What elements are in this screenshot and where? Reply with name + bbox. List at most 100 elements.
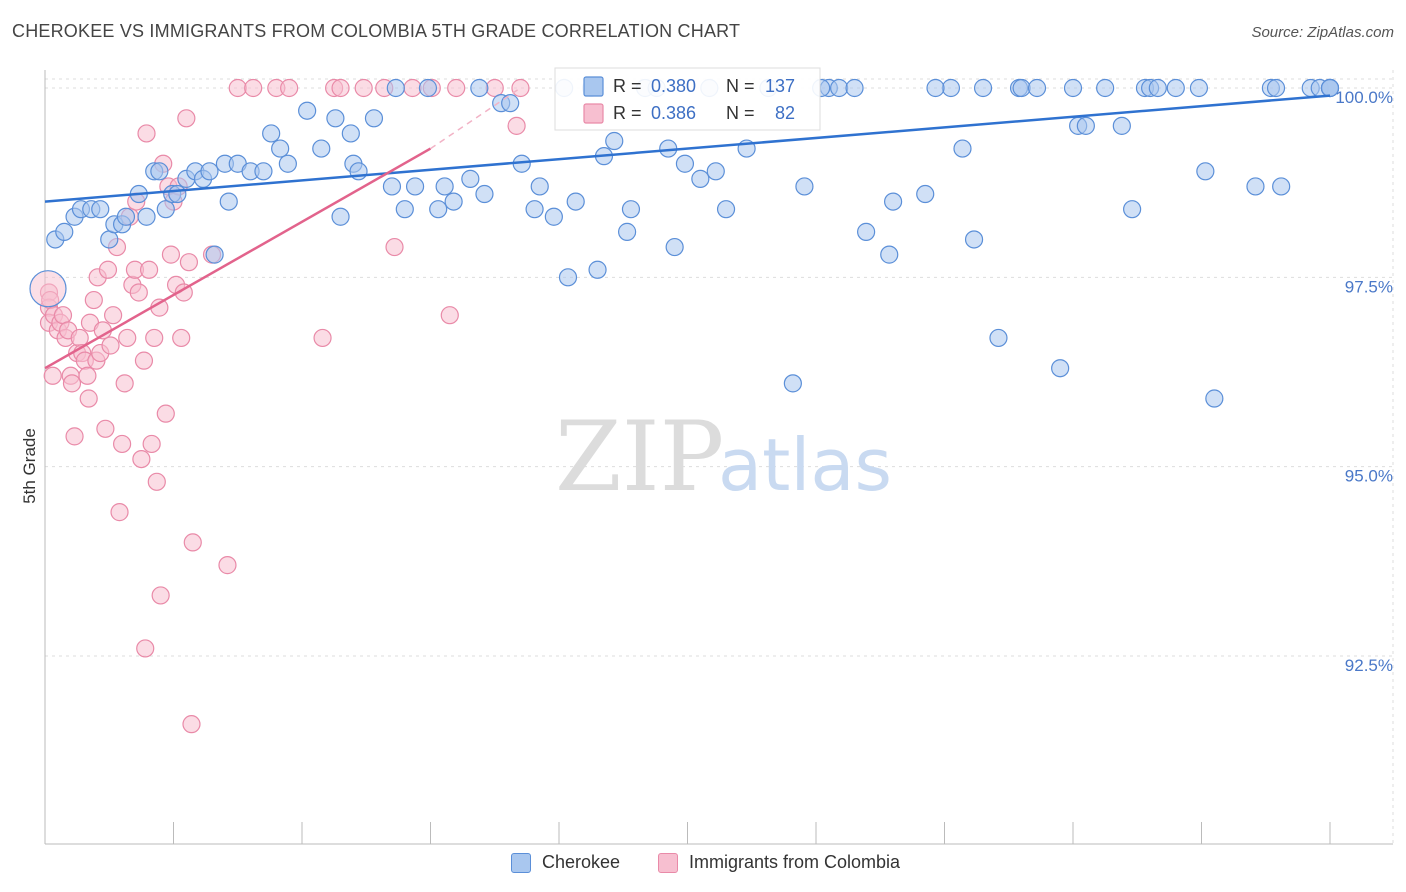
colombia-point xyxy=(174,283,193,302)
legend-label-colombia: Immigrants from Colombia xyxy=(689,852,901,872)
legend-swatch-colombia xyxy=(658,852,678,873)
cherokee-point xyxy=(168,184,187,204)
cherokee-point xyxy=(706,162,725,181)
colombia-point xyxy=(112,434,132,454)
colombia-point xyxy=(65,427,84,446)
series-colombia-points xyxy=(29,78,530,734)
cherokee-point xyxy=(254,162,273,181)
cherokee-point xyxy=(386,78,405,98)
cherokee-point xyxy=(100,230,119,249)
cherokee-point xyxy=(566,192,585,211)
colombia-point xyxy=(142,434,161,454)
legend-item-colombia: Immigrants from Colombia xyxy=(658,852,900,873)
colombia-point xyxy=(403,78,422,98)
cherokee-point xyxy=(1012,78,1031,98)
y-tick-label-0: 92.5% xyxy=(1345,656,1393,675)
chart-title: CHEROKEE VS IMMIGRANTS FROM COLOMBIA 5TH… xyxy=(12,21,741,41)
cherokee-point xyxy=(857,222,876,241)
colombia-point xyxy=(331,78,350,98)
legend-n-value: 137 xyxy=(765,76,795,96)
cherokee-point xyxy=(1027,78,1047,98)
cherokee-point xyxy=(621,200,641,219)
cherokee-point xyxy=(461,169,480,188)
cherokee-point xyxy=(262,124,281,143)
colombia-point xyxy=(62,374,82,393)
colombia-point xyxy=(136,639,155,658)
axes xyxy=(44,70,1393,845)
cherokee-point xyxy=(91,200,110,219)
cherokee-point xyxy=(156,200,175,219)
cherokee-point xyxy=(691,169,710,188)
bottom-legend: Cherokee Immigrants from Colombia xyxy=(0,852,1406,878)
colombia-trend-extension xyxy=(430,87,521,150)
colombia-point xyxy=(134,351,154,370)
cherokee-point xyxy=(1196,162,1215,181)
cherokee-point xyxy=(618,222,637,241)
cherokee-point xyxy=(326,109,345,128)
cherokee-point xyxy=(1123,200,1142,219)
watermark: ZIP atlas xyxy=(555,401,892,513)
colombia-trend-line xyxy=(44,147,432,370)
cherokee-point xyxy=(588,260,607,279)
cherokee-point xyxy=(883,192,903,211)
colombia-point xyxy=(511,78,530,98)
cherokee-point xyxy=(989,328,1008,348)
cherokee-point xyxy=(926,78,945,98)
cherokee-point xyxy=(475,184,494,204)
colombia-point xyxy=(447,78,466,98)
colombia-point xyxy=(313,328,332,348)
colombia-point xyxy=(183,533,202,552)
colombia-point xyxy=(110,503,129,522)
cherokee-point xyxy=(271,139,290,158)
cherokee-point xyxy=(429,200,448,219)
cherokee-point xyxy=(558,268,578,287)
cherokee-point xyxy=(665,237,684,257)
colombia-point xyxy=(244,78,263,98)
colombia-point xyxy=(78,366,97,385)
cherokee-point xyxy=(435,177,454,196)
colombia-point xyxy=(84,290,103,310)
cherokee-point xyxy=(1189,78,1209,98)
cherokee-point xyxy=(1166,78,1185,98)
cherokee-point xyxy=(830,78,849,98)
cherokee-point xyxy=(1148,78,1167,98)
colombia-point xyxy=(79,389,98,408)
colombia-point xyxy=(182,715,201,734)
cherokee-point xyxy=(525,200,544,219)
cherokee-point xyxy=(298,101,317,120)
colombia-point xyxy=(147,472,166,491)
colombia-point xyxy=(104,306,123,325)
cherokee-point xyxy=(395,200,414,219)
colombia-point xyxy=(139,260,159,279)
colombia-point xyxy=(96,419,115,438)
cherokee-trend-line xyxy=(44,94,1331,203)
cherokee-point xyxy=(1112,116,1131,135)
cherokee-point xyxy=(116,207,136,226)
legend-r-value: 0.386 xyxy=(651,103,696,123)
cherokee-point xyxy=(444,192,463,211)
colombia-point xyxy=(129,283,148,302)
chart-plot-area: ZIP atlas 92.5%95.0%97.5%100.0%0.0%100.0… xyxy=(20,67,1394,845)
colombia-point xyxy=(179,253,199,272)
colombia-point xyxy=(43,366,62,385)
cherokee-point xyxy=(1205,389,1224,408)
cherokee-point xyxy=(845,78,864,98)
cherokee-point xyxy=(278,154,297,173)
legend-label-cherokee: Cherokee xyxy=(542,852,621,872)
cherokee-point xyxy=(341,124,360,143)
cherokee-point xyxy=(1096,78,1115,98)
cherokee-point xyxy=(675,154,695,173)
legend-r-label: R = xyxy=(613,103,642,123)
cherokee-point xyxy=(382,177,402,196)
correlation-legend: R = 0.380 N = 137 R = 0.386 N = 82 xyxy=(554,67,821,131)
cherokee-point xyxy=(964,230,984,249)
colombia-point xyxy=(161,245,181,264)
legend-n-label: N = xyxy=(726,103,755,123)
cherokee-point xyxy=(470,78,489,98)
cherokee-point xyxy=(1246,177,1265,196)
colombia-point xyxy=(385,237,404,257)
cherokee-point xyxy=(544,207,563,226)
cherokee-point xyxy=(1076,116,1095,135)
colombia-point xyxy=(280,78,299,98)
chart-source: Source: ZipAtlas.com xyxy=(1251,24,1394,41)
